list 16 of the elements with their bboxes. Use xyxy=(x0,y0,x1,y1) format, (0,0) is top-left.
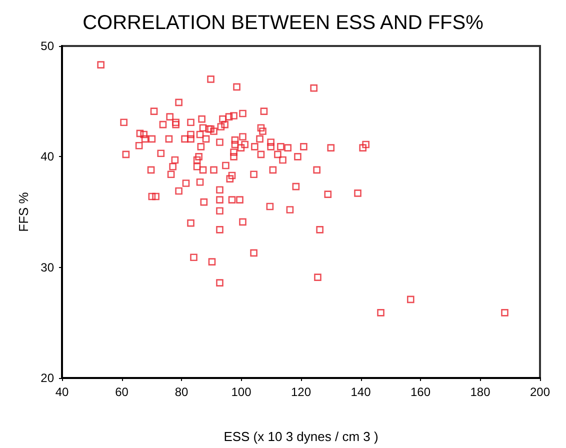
chart-title: CORRELATION BETWEEN ESS AND FFS% xyxy=(82,12,484,34)
x-tick-label: 120 xyxy=(290,385,312,399)
y-tick-label: 40 xyxy=(40,150,54,164)
x-tick-label: 200 xyxy=(530,385,550,399)
x-tick-label: 40 xyxy=(55,385,69,399)
x-tick-label: 60 xyxy=(115,385,129,399)
x-tick-label: 100 xyxy=(231,385,252,399)
x-tick-label: 140 xyxy=(350,385,372,399)
y-tick-label: 50 xyxy=(40,39,54,53)
y-tick-label: 30 xyxy=(40,260,54,274)
y-tick-label: 20 xyxy=(40,371,54,385)
x-tick-label: 80 xyxy=(174,385,188,399)
x-axis-title: ESS (x 10 3 dynes / cm 3 ) xyxy=(224,429,378,444)
y-axis-title: FFS % xyxy=(16,192,31,232)
x-tick-label: 180 xyxy=(470,385,491,399)
x-tick-label: 160 xyxy=(410,385,431,399)
